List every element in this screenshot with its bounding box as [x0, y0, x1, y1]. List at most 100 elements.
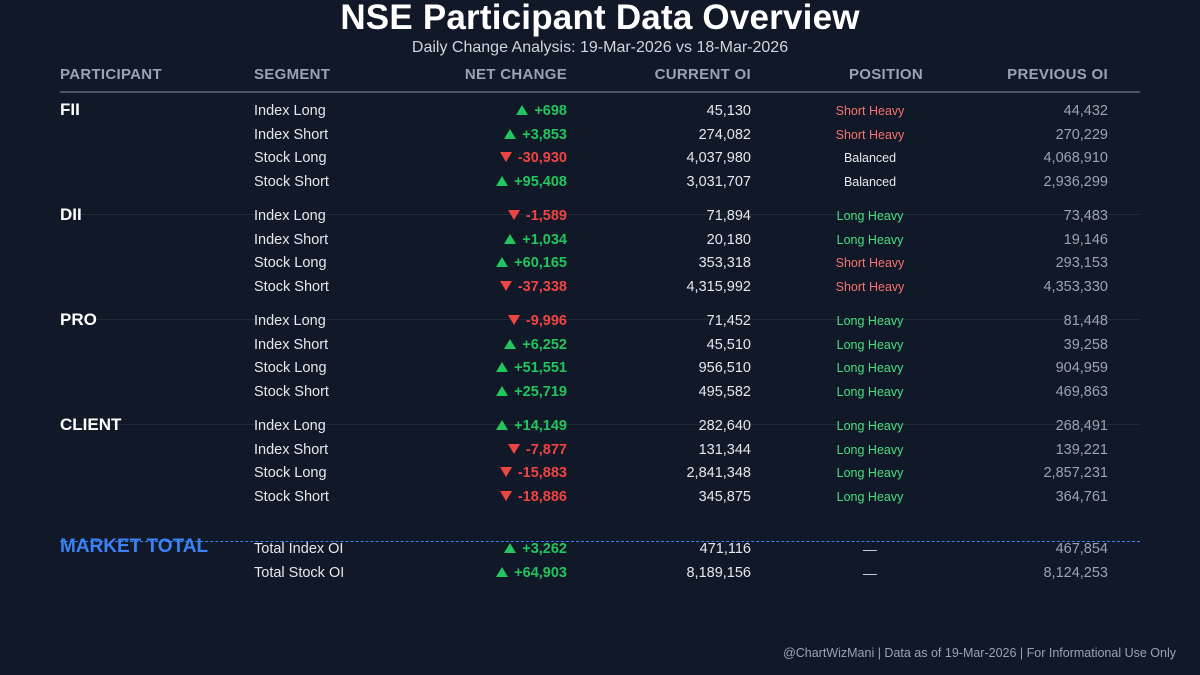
- net-change-cell: +3,853: [504, 124, 567, 148]
- position-cell: Long Heavy: [836, 419, 904, 433]
- position-cell: Long Heavy: [836, 361, 904, 375]
- net-change-cell: -7,877: [507, 439, 567, 463]
- table-row: Index Short -7,877 131,344 Long Heavy 139,22…: [0, 439, 1200, 463]
- triangle-up-icon: [516, 105, 529, 116]
- position-cell: Long Heavy: [836, 314, 904, 328]
- header-current-oi: CURRENT OI: [654, 66, 751, 83]
- market-total-divider: [60, 541, 1140, 542]
- position-cell: Short Heavy: [835, 256, 905, 270]
- segment-cell: Index Short: [254, 441, 329, 458]
- table-row: Index Long -9,996 71,452 Long Heavy 81,448: [0, 310, 1200, 334]
- header-segment: SEGMENT: [254, 66, 331, 83]
- position-cell: Long Heavy: [836, 209, 904, 223]
- net-change-value: +3,262: [522, 541, 567, 557]
- segment-cell: Index Long: [254, 208, 326, 224]
- table-row: Stock Short +95,408 3,031,707 Balanced 2,936…: [0, 171, 1200, 195]
- net-change-cell: -18,886: [499, 486, 567, 510]
- position-cell: Long Heavy: [836, 384, 904, 399]
- group-divider: [60, 319, 1140, 320]
- previous-oi-cell: 39,258: [1063, 336, 1108, 353]
- net-change-value: +3,853: [522, 126, 567, 143]
- net-change-value: +6,252: [522, 336, 567, 353]
- segment-cell: Stock Long: [254, 465, 327, 481]
- triangle-down-icon: [499, 152, 512, 163]
- current-oi-cell: 2,841,348: [686, 465, 751, 481]
- net-change-cell: +51,551: [496, 357, 567, 381]
- position-cell: Balanced: [843, 151, 897, 165]
- triangle-up-icon: [504, 233, 517, 244]
- footer-note: @ChartWizMani | Data as of 19-Mar-2026 |…: [783, 646, 1176, 660]
- table-row: Index Long +698 45,130 Short Heavy 44,432: [0, 100, 1200, 124]
- header-divider: [60, 91, 1140, 93]
- previous-oi-cell: 81,448: [1063, 313, 1108, 329]
- segment-cell: Stock Short: [254, 278, 329, 295]
- position-cell: Short Heavy: [835, 279, 905, 294]
- previous-oi-cell: 2,857,231: [1043, 465, 1108, 481]
- net-change-cell: +698: [516, 100, 567, 124]
- net-change-value: -1,589: [525, 208, 567, 224]
- position-cell: Long Heavy: [836, 466, 904, 480]
- previous-oi-cell: 270,229: [1055, 126, 1108, 143]
- segment-cell: Index Short: [254, 336, 329, 353]
- net-change-value: +51,551: [514, 360, 567, 376]
- triangle-down-icon: [499, 467, 512, 478]
- net-change-value: -37,338: [517, 278, 567, 295]
- net-change-value: +1,034: [522, 231, 567, 248]
- segment-cell: Stock Short: [254, 488, 329, 505]
- previous-oi-cell: 73,483: [1063, 208, 1108, 224]
- current-oi-cell: 345,875: [698, 488, 751, 505]
- previous-oi-cell: 4,068,910: [1043, 150, 1108, 166]
- table-row: Index Short +6,252 45,510 Long Heavy 39,258: [0, 334, 1200, 358]
- previous-oi-cell: 364,761: [1055, 488, 1108, 505]
- triangle-up-icon: [496, 566, 509, 577]
- table-row: Index Short +1,034 20,180 Long Heavy 19,146: [0, 229, 1200, 253]
- net-change-cell: -37,338: [499, 276, 567, 300]
- current-oi-cell: 8,189,156: [686, 564, 751, 581]
- market-total-label: MARKET TOTAL: [60, 536, 209, 557]
- triangle-down-icon: [507, 210, 520, 221]
- position-cell: Balanced: [843, 174, 897, 189]
- position-cell: —: [863, 541, 877, 557]
- current-oi-cell: 71,894: [706, 208, 751, 224]
- previous-oi-cell: 4,353,330: [1043, 278, 1108, 295]
- position-cell: Long Heavy: [836, 232, 904, 247]
- current-oi-cell: 471,116: [699, 541, 751, 557]
- table-row: Index Long +14,149 282,640 Long Heavy 268,49…: [0, 415, 1200, 439]
- table-row: Stock Short -18,886 345,875 Long Heavy 364,7…: [0, 486, 1200, 510]
- current-oi-cell: 3,031,707: [686, 173, 751, 190]
- net-change-value: +64,903: [514, 564, 567, 581]
- table-row: Stock Long +51,551 956,510 Long Heavy 904,95…: [0, 357, 1200, 381]
- table-row: Stock Short -37,338 4,315,992 Short Heavy 4,…: [0, 276, 1200, 300]
- triangle-up-icon: [504, 338, 517, 349]
- header-participant: PARTICIPANT: [60, 66, 162, 83]
- previous-oi-cell: 467,854: [1055, 541, 1108, 557]
- current-oi-cell: 71,452: [706, 313, 751, 329]
- net-change-cell: +25,719: [496, 381, 567, 405]
- triangle-up-icon: [496, 362, 509, 373]
- position-cell: Long Heavy: [836, 442, 904, 457]
- net-change-value: +698: [534, 103, 567, 119]
- table-row: Total Index OI +3,262 471,116 — 467,854: [0, 538, 1200, 562]
- net-change-cell: -1,589: [507, 205, 567, 229]
- net-change-cell: +95,408: [496, 171, 567, 195]
- current-oi-cell: 20,180: [706, 231, 751, 248]
- segment-cell: Index Short: [254, 231, 329, 248]
- current-oi-cell: 495,582: [698, 383, 751, 400]
- net-change-value: +60,165: [514, 255, 567, 271]
- position-cell: Short Heavy: [835, 127, 905, 142]
- segment-cell: Index Short: [254, 126, 329, 143]
- segment-cell: Total Index OI: [254, 541, 344, 557]
- header-position: POSITION: [848, 66, 924, 83]
- page-title: NSE Participant Data Overview: [340, 0, 860, 37]
- net-change-value: -9,996: [525, 313, 567, 329]
- group-divider: [60, 214, 1140, 215]
- header-previous-oi: PREVIOUS OI: [1007, 66, 1108, 83]
- segment-cell: Index Long: [254, 418, 326, 434]
- segment-cell: Stock Long: [254, 360, 327, 376]
- net-change-cell: +6,252: [504, 334, 567, 358]
- position-cell: Long Heavy: [836, 337, 904, 352]
- current-oi-cell: 131,344: [698, 441, 751, 458]
- current-oi-cell: 45,130: [706, 103, 751, 119]
- table-row: Index Long -1,589 71,894 Long Heavy 73,483: [0, 205, 1200, 229]
- net-change-value: -7,877: [525, 441, 567, 458]
